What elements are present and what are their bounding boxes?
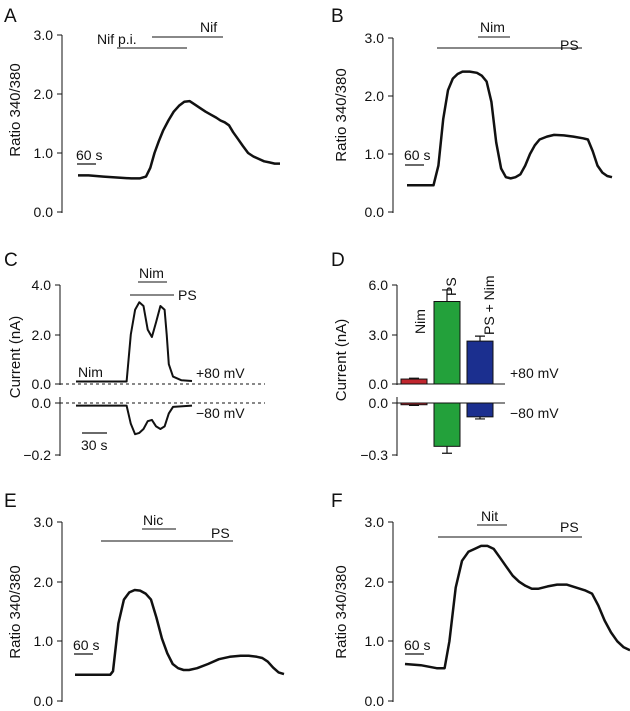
panel-f-ytick-label: 2.0 [365, 574, 385, 590]
panel-a-ratio-trace [78, 99, 280, 180]
panel-d-bar-ps-positive [433, 301, 461, 385]
panel-d-ylabel: Current (nA) [333, 319, 350, 402]
panel-a-bar-label: Nif p.i. [97, 31, 137, 47]
panel-e-ytick-label: 3.0 [34, 514, 54, 530]
panel-c-bar-label: Nim [78, 364, 103, 380]
panel-d-ytick-label: 3.0 [369, 327, 389, 343]
panel-b-ylabel: Ratio 340/380 [333, 68, 350, 161]
panel-b-ytick-label: 1.0 [365, 146, 385, 162]
panel-d-errorbar [409, 377, 419, 380]
panel-a: A Ratio 340/380 3.0 2.0 1.0 0.0 Nif p.i.… [4, 6, 280, 220]
panel-c-ytick-label: 2.0 [32, 327, 52, 343]
panel-e: E Ratio 340/380 3.0 2.0 1.0 0.0 Nic PS 6… [4, 491, 285, 709]
panel-a-scalebar-label: 60 s [76, 147, 102, 163]
panel-d-category-label: Nim [412, 309, 428, 334]
panel-f-ytick-label: 1.0 [365, 633, 385, 649]
panel-f: F Ratio 340/380 3.0 2.0 1.0 0.0 Nit PS 6… [331, 491, 630, 709]
panel-f-ytick-label: 3.0 [365, 514, 385, 530]
panel-e-bar-label: PS [211, 525, 230, 541]
panel-e-ratio-trace [75, 588, 285, 676]
panel-d-errorbar [475, 335, 485, 342]
panel-c-current-trace-negative [76, 404, 193, 436]
panel-d-bar-nim-positive [400, 378, 428, 385]
panel-e-letter: E [4, 491, 17, 512]
panel-c-ytick-label: −0.2 [23, 447, 51, 463]
panel-b-ytick-label: 2.0 [365, 88, 385, 104]
panel-c-scalebar-label: 30 s [81, 437, 107, 453]
panel-f-bar-label: PS [560, 519, 579, 535]
panel-b-letter: B [331, 6, 344, 27]
panel-c-ytick-label: 4.0 [32, 277, 52, 293]
panel-e-ytick-label: 1.0 [34, 633, 54, 649]
panel-a-ytick-label: 3.0 [34, 27, 54, 43]
panel-d-errorbar [409, 404, 419, 407]
panel-c-bar-label: Nim [139, 265, 164, 281]
panel-e-scalebar-label: 60 s [73, 637, 99, 653]
panel-a-ylabel: Ratio 340/380 [7, 63, 24, 156]
panel-d-category-label: PS + Nim [481, 275, 497, 335]
panel-f-scalebar-label: 60 s [404, 637, 430, 653]
panel-b-ratio-trace [407, 70, 613, 187]
panel-d-ytick-label: 0.0 [369, 395, 389, 411]
panel-b-ytick-label: 3.0 [365, 30, 385, 46]
panel-d-letter: D [331, 250, 345, 271]
panel-d-ytick-label: 6.0 [369, 277, 389, 293]
panel-e-bar-label: Nic [143, 512, 163, 528]
panel-c-ylabel: Current (nA) [7, 316, 24, 399]
panel-b-ytick-label: 0.0 [365, 204, 385, 220]
panel-d-bar-nim-negative [400, 402, 428, 406]
panel-c-voltage-label: −80 mV [196, 405, 245, 421]
panel-a-bar-label: Nif [200, 19, 217, 35]
panel-f-ylabel: Ratio 340/380 [333, 565, 350, 658]
panel-c-current-trace-positive [76, 301, 193, 383]
panel-e-ylabel: Ratio 340/380 [7, 565, 24, 658]
panel-a-letter: A [4, 6, 17, 27]
panel-d-errorbar [442, 446, 452, 454]
panel-d-bar-ps-nim-negative [466, 402, 494, 418]
panel-c-bar-label: PS [178, 287, 197, 303]
panel-a-ytick-label: 1.0 [34, 145, 54, 161]
panel-c-ytick-label: 0.0 [32, 376, 52, 392]
panel-f-letter: F [331, 491, 343, 512]
panel-a-ytick-label: 0.0 [34, 204, 54, 220]
panel-e-ytick-label: 0.0 [34, 693, 54, 709]
panel-c-ytick-label: 0.0 [32, 395, 52, 411]
panel-f-ytick-label: 0.0 [365, 693, 385, 709]
panel-b-scalebar-label: 60 s [404, 147, 430, 163]
panel-d-errorbar [442, 289, 452, 302]
panel-d-category-label: PS [443, 277, 459, 296]
panel-d-bar-ps-nim-positive [466, 340, 494, 385]
panel-b: B Ratio 340/380 3.0 2.0 1.0 0.0 Nim PS 6… [331, 6, 613, 220]
panel-f-ratio-trace [404, 544, 630, 670]
panel-f-bar-label: Nit [481, 508, 498, 524]
panel-d-ytick-label: −0.3 [360, 447, 388, 463]
panel-d-voltage-label: +80 mV [510, 365, 559, 381]
panel-d-bar-ps-negative [433, 402, 461, 447]
panel-b-bar-label: Nim [480, 19, 505, 35]
panel-d-errorbar [475, 416, 485, 420]
panel-c-voltage-label: +80 mV [196, 365, 245, 381]
panel-d: D Current (nA) 6.0 3.0 0.0 0.0 −0.3 Nim … [331, 250, 559, 463]
panel-a-ytick-label: 2.0 [34, 86, 54, 102]
panel-d-voltage-label: −80 mV [510, 405, 559, 421]
panel-e-ytick-label: 2.0 [34, 574, 54, 590]
panel-c: C Current (nA) 4.0 2.0 0.0 0.0 −0.2 Nim … [4, 250, 265, 463]
panel-d-ytick-label: 0.0 [369, 376, 389, 392]
panel-c-letter: C [4, 250, 18, 271]
panel-b-bar-label: PS [560, 37, 579, 53]
